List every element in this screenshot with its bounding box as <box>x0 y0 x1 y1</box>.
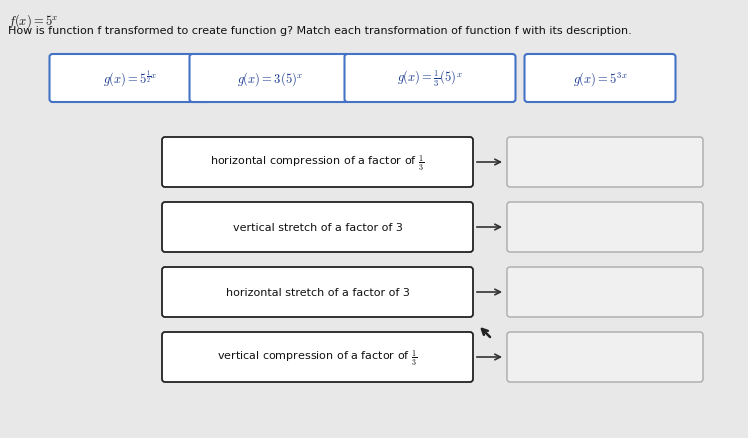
FancyBboxPatch shape <box>507 332 703 382</box>
Text: horizontal compression of a factor of $\frac{1}{3}$: horizontal compression of a factor of $\… <box>210 153 425 172</box>
Text: $g(x) = 5^{\frac{1}{2}x}$: $g(x) = 5^{\frac{1}{2}x}$ <box>102 68 157 89</box>
FancyBboxPatch shape <box>162 138 473 187</box>
Text: How is function f transformed to create function g? Match each transformation of: How is function f transformed to create … <box>8 26 632 36</box>
FancyBboxPatch shape <box>49 55 210 103</box>
FancyBboxPatch shape <box>507 267 703 317</box>
FancyBboxPatch shape <box>507 138 703 187</box>
FancyBboxPatch shape <box>189 55 351 103</box>
Text: $g(x) = 5^{3x}$: $g(x) = 5^{3x}$ <box>573 70 628 88</box>
FancyBboxPatch shape <box>162 332 473 382</box>
Text: horizontal stretch of a factor of 3: horizontal stretch of a factor of 3 <box>226 287 409 297</box>
Text: $g(x) = \frac{1}{3}(5)^{x}$: $g(x) = \frac{1}{3}(5)^{x}$ <box>397 69 463 89</box>
Text: vertical stretch of a factor of 3: vertical stretch of a factor of 3 <box>233 223 402 233</box>
Text: $f(x) = 5^x$: $f(x) = 5^x$ <box>8 12 58 30</box>
FancyBboxPatch shape <box>507 202 703 252</box>
Text: $g(x) = 3(5)^{x}$: $g(x) = 3(5)^{x}$ <box>237 70 303 88</box>
Text: vertical compression of a factor of $\frac{1}{3}$: vertical compression of a factor of $\fr… <box>218 347 417 367</box>
FancyBboxPatch shape <box>524 55 675 103</box>
FancyBboxPatch shape <box>162 267 473 317</box>
FancyBboxPatch shape <box>345 55 515 103</box>
FancyBboxPatch shape <box>162 202 473 252</box>
